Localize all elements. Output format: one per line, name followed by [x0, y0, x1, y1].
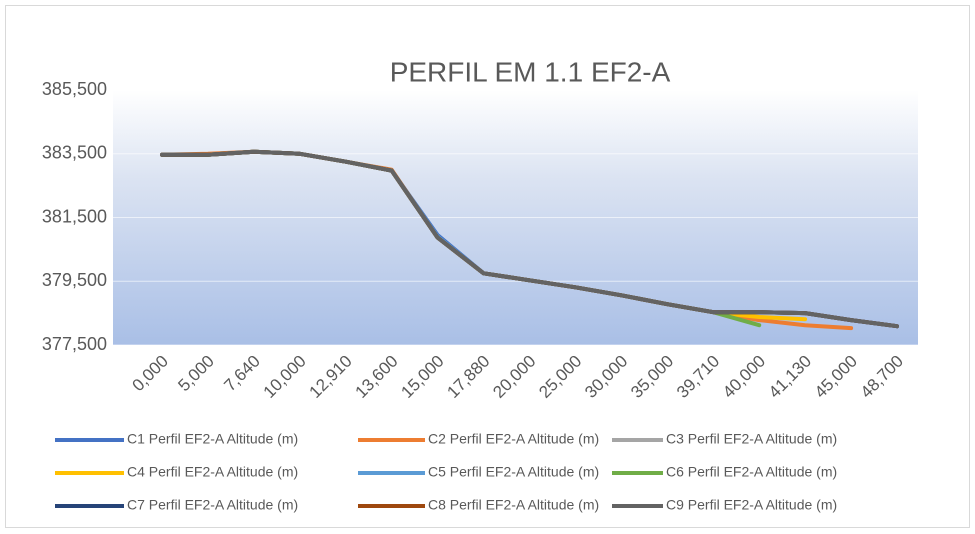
- legend-label: C5 Perfil EF2-A Altitude (m): [428, 464, 599, 480]
- series-line: [160, 149, 899, 329]
- y-tick-label: 379,500: [42, 270, 107, 290]
- y-tick-label: 383,500: [42, 143, 107, 163]
- y-tick-label: 381,500: [42, 206, 107, 226]
- y-tick-label: 377,500: [42, 334, 107, 354]
- legend-label: C7 Perfil EF2-A Altitude (m): [127, 497, 298, 513]
- legend-label: C1 Perfil EF2-A Altitude (m): [127, 431, 298, 447]
- legend-label: C8 Perfil EF2-A Altitude (m): [428, 497, 599, 513]
- legend-label: C4 Perfil EF2-A Altitude (m): [127, 464, 298, 480]
- legend-label: C3 Perfil EF2-A Altitude (m): [666, 431, 837, 447]
- legend-label: C2 Perfil EF2-A Altitude (m): [428, 431, 599, 447]
- legend-label: C9 Perfil EF2-A Altitude (m): [666, 497, 837, 513]
- legend-label: C6 Perfil EF2-A Altitude (m): [666, 464, 837, 480]
- chart-title: PERFIL EM 1.1 EF2-A: [390, 56, 671, 87]
- y-tick-label: 385,500: [42, 79, 107, 99]
